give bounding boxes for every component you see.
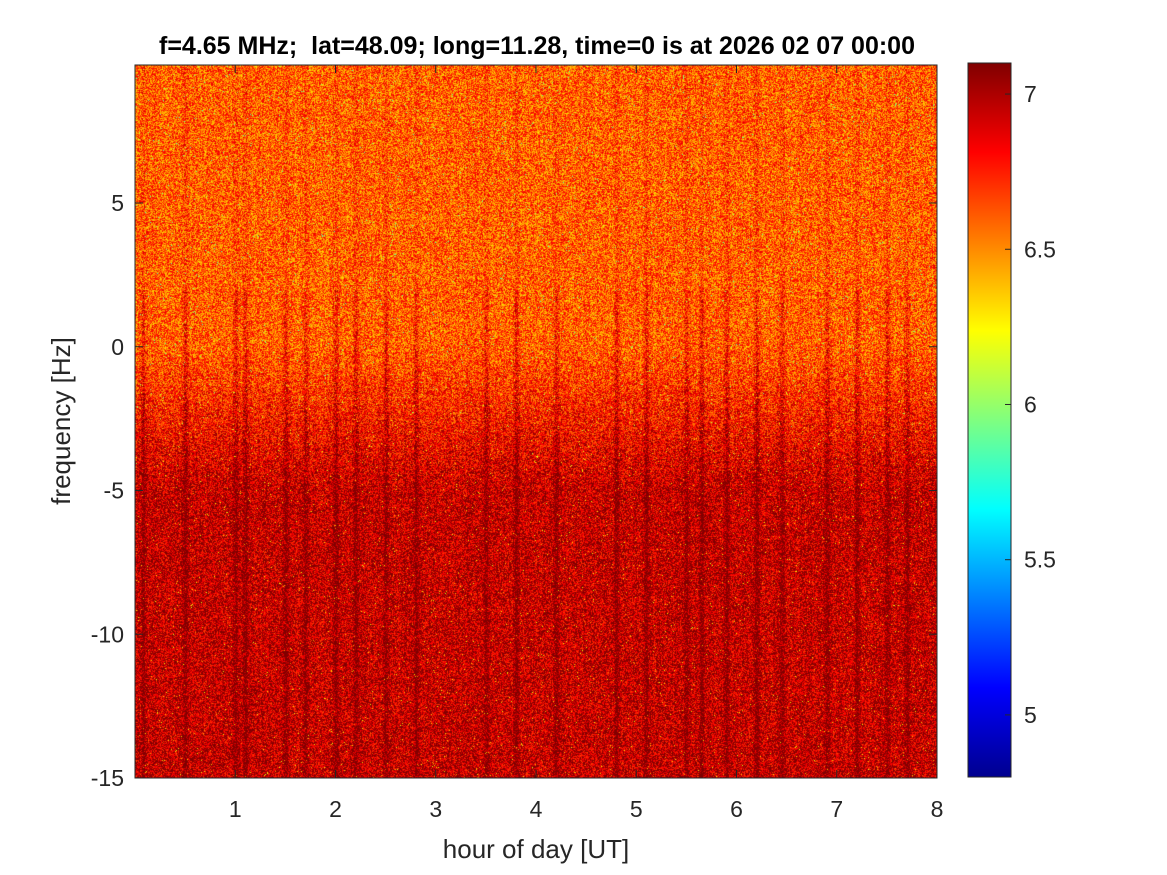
colorbar-ticks: 5 5.5 6 6.5 7 xyxy=(1005,81,1056,728)
spectrogram-heatmap xyxy=(135,65,937,778)
colorbar: 5 5.5 6 6.5 7 xyxy=(967,62,1056,778)
x-tick-label: 4 xyxy=(530,796,543,822)
x-tick-label: 8 xyxy=(931,796,944,822)
y-tick-label: 5 xyxy=(111,190,124,216)
x-tick-label: 3 xyxy=(429,796,442,822)
y-tick-label: 0 xyxy=(111,334,124,360)
colorbar-tick-label: 6 xyxy=(1024,391,1037,417)
colorbar-tick-label: 5 xyxy=(1024,702,1037,728)
x-axis-label: hour of day [UT] xyxy=(443,834,629,864)
colorbar-tick-label: 6.5 xyxy=(1024,236,1056,262)
x-tick-label: 6 xyxy=(730,796,743,822)
x-tick-label: 2 xyxy=(329,796,342,822)
x-tick-label: 7 xyxy=(830,796,843,822)
y-tick-label: -10 xyxy=(91,621,124,647)
plot-area xyxy=(134,64,938,779)
x-tick-label: 5 xyxy=(630,796,643,822)
colorbar-tick-label: 5.5 xyxy=(1024,547,1056,573)
colorbar-gradient xyxy=(967,62,1012,778)
x-tick-label: 1 xyxy=(229,796,242,822)
y-tick-label: -15 xyxy=(91,765,124,791)
y-axis-label: frequency [Hz] xyxy=(46,337,76,505)
y-axis: -15 -10 -5 0 5 xyxy=(91,190,937,791)
chart-title: f=4.65 MHz; lat=48.09; long=11.28, time=… xyxy=(159,32,915,60)
x-axis: 1 2 3 4 5 6 7 8 xyxy=(229,65,944,822)
colorbar-tick-label: 7 xyxy=(1024,81,1037,107)
y-tick-label: -5 xyxy=(104,478,124,504)
